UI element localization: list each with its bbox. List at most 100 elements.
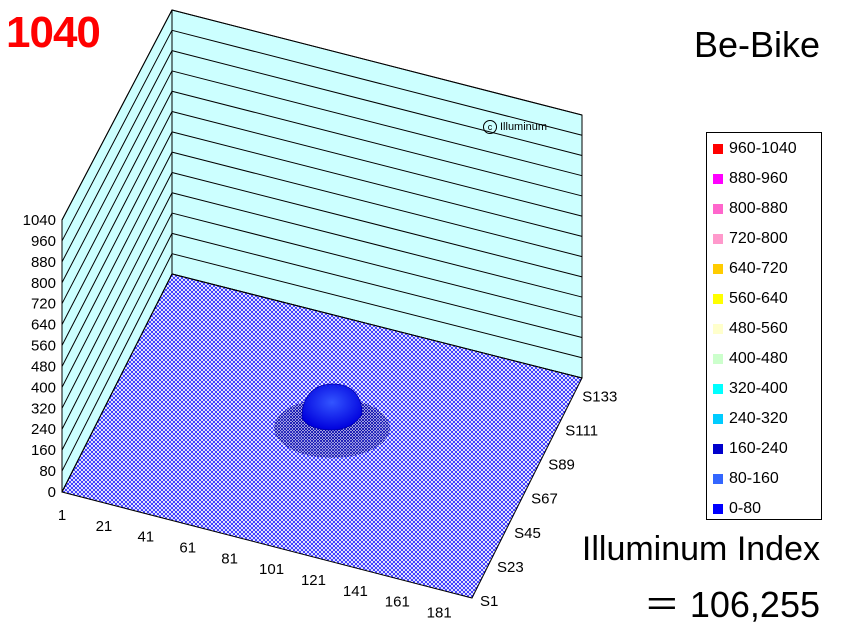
copyright-text: Illuminum xyxy=(500,121,548,133)
gridline-back-wall xyxy=(171,9,583,116)
gridline-left-wall xyxy=(61,30,173,242)
legend-label: 400-480 xyxy=(729,350,788,367)
gridline-left-wall xyxy=(61,70,173,283)
gridline-back-wall xyxy=(171,171,583,278)
legend-label: 960-1040 xyxy=(729,140,797,157)
legend-swatch xyxy=(713,174,723,184)
y-tick-label: S67 xyxy=(531,491,558,508)
z-tick-label: 0 xyxy=(48,484,56,501)
gridline-back-wall xyxy=(171,90,583,197)
y-tick-label: S23 xyxy=(497,559,524,576)
legend-item: 720-800 xyxy=(713,228,788,250)
legend-item: 960-1040 xyxy=(713,138,797,160)
legend-label: 160-240 xyxy=(729,440,788,457)
x-tick-label: 21 xyxy=(96,518,113,535)
z-tick-label: 800 xyxy=(31,275,56,292)
legend-label: 0-80 xyxy=(729,500,762,517)
z-tick-label: 1040 xyxy=(23,212,56,229)
legend-item: 880-960 xyxy=(713,168,788,190)
z-tick-label: 880 xyxy=(31,254,56,271)
z-tick-label: 480 xyxy=(31,358,56,375)
legend-swatch xyxy=(713,294,723,304)
gridline-left-wall xyxy=(61,172,173,388)
x-tick-label: 121 xyxy=(301,572,326,589)
z-tick-label: 80 xyxy=(39,463,56,480)
legend-label: 240-320 xyxy=(729,410,788,427)
x-tick-label: 41 xyxy=(137,529,154,546)
z-tick-label: 560 xyxy=(31,338,56,355)
y-tick-label: S89 xyxy=(548,457,575,474)
legend-item: 400-480 xyxy=(713,348,788,370)
z-tick-label: 240 xyxy=(31,421,56,438)
gridline-back-wall xyxy=(171,151,583,258)
gridline-back-wall xyxy=(171,232,583,339)
wall-gridlines xyxy=(61,9,583,493)
index-label: Illuminum Index xyxy=(581,530,820,568)
gridline-back-wall xyxy=(171,29,583,136)
legend-swatch xyxy=(713,234,723,244)
x-tick-label: 1 xyxy=(58,507,66,524)
gridline-left-wall xyxy=(61,91,173,304)
legend-label: 720-800 xyxy=(729,230,788,247)
y-tick-label: S111 xyxy=(565,423,598,440)
legend-swatch xyxy=(713,444,723,454)
gridline-left-wall xyxy=(61,233,173,451)
x-tick-label: 81 xyxy=(221,550,238,567)
y-axis-ticks: S1 S23 S45 S67 S89 S111 S133 xyxy=(480,388,617,610)
legend-label: 480-560 xyxy=(729,320,788,337)
gridline-back-wall xyxy=(171,111,583,217)
y-tick-label: S45 xyxy=(514,525,541,542)
gridline-back-wall xyxy=(171,192,583,298)
x-tick-label: 101 xyxy=(259,561,284,578)
legend-swatch xyxy=(713,204,723,214)
legend-label: 640-720 xyxy=(729,260,788,277)
z-tick-label: 640 xyxy=(31,317,56,334)
gridline-back-wall xyxy=(171,253,583,359)
legend-item: 160-240 xyxy=(713,438,788,460)
legend-swatch xyxy=(713,324,723,334)
z-tick-label: 960 xyxy=(31,233,56,250)
legend: 960-1040 880-960 800-880 720-800 640-720 560-… xyxy=(706,132,822,520)
legend-label: 80-160 xyxy=(729,470,779,487)
gridline-left-wall xyxy=(61,253,173,472)
z-tick-label: 160 xyxy=(31,442,56,459)
legend-item: 800-880 xyxy=(713,198,788,220)
z-tick-label: 400 xyxy=(31,379,56,396)
legend-swatch xyxy=(713,354,723,364)
legend-swatch xyxy=(713,384,723,394)
max-value-label: 1040 xyxy=(6,8,101,57)
legend-swatch xyxy=(713,264,723,274)
gridline-back-wall xyxy=(171,70,583,177)
y-tick-label: S1 xyxy=(480,593,498,610)
app-title: Be-Bike xyxy=(693,24,820,65)
legend-label: 880-960 xyxy=(729,170,788,187)
legend-label: 560-640 xyxy=(729,290,788,307)
z-axis-ticks: 0 80 160 240 320 400 480 560 640 720 800 880 960 1040 xyxy=(23,212,56,501)
x-tick-label: 141 xyxy=(343,583,368,600)
legend-item: 0-80 xyxy=(713,498,761,520)
gridline-left-wall xyxy=(61,50,173,263)
legend-label: 800-880 xyxy=(729,200,788,217)
x-tick-label: 161 xyxy=(385,594,410,611)
gridline-back-wall xyxy=(171,273,583,379)
legend-swatch xyxy=(713,414,723,424)
x-tick-label: 61 xyxy=(179,540,196,557)
gridline-back-wall xyxy=(171,212,583,318)
gridline-left-wall xyxy=(61,151,173,367)
copyright-mark: c Illuminum xyxy=(483,120,547,134)
gridline-back-wall xyxy=(171,131,583,237)
copyright-icon: c xyxy=(483,120,497,134)
gridline-left-wall xyxy=(61,192,173,409)
gridline-back-wall xyxy=(171,50,583,156)
gridline-left-wall xyxy=(61,111,173,325)
gridline-left-wall xyxy=(61,131,173,346)
z-tick-label: 320 xyxy=(31,400,56,417)
x-tick-label: 181 xyxy=(427,605,452,622)
legend-item: 80-160 xyxy=(713,468,779,490)
legend-item: 640-720 xyxy=(713,258,788,280)
legend-label: 320-400 xyxy=(729,380,788,397)
gridline-left-wall xyxy=(61,9,173,221)
